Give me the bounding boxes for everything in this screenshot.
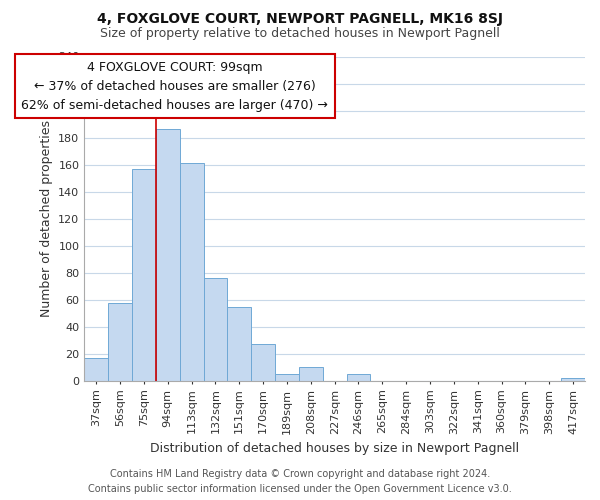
Bar — [275, 374, 299, 381]
Bar — [299, 368, 323, 381]
Bar — [156, 130, 179, 381]
X-axis label: Distribution of detached houses by size in Newport Pagnell: Distribution of detached houses by size … — [150, 442, 519, 455]
Text: Contains HM Land Registry data © Crown copyright and database right 2024.
Contai: Contains HM Land Registry data © Crown c… — [88, 468, 512, 493]
Text: Size of property relative to detached houses in Newport Pagnell: Size of property relative to detached ho… — [100, 28, 500, 40]
Y-axis label: Number of detached properties: Number of detached properties — [40, 120, 53, 317]
Bar — [251, 344, 275, 381]
Text: 4 FOXGLOVE COURT: 99sqm
← 37% of detached houses are smaller (276)
62% of semi-d: 4 FOXGLOVE COURT: 99sqm ← 37% of detache… — [22, 60, 328, 112]
Bar — [561, 378, 585, 381]
Bar — [227, 306, 251, 381]
Bar — [108, 302, 132, 381]
Bar — [203, 278, 227, 381]
Text: 4, FOXGLOVE COURT, NEWPORT PAGNELL, MK16 8SJ: 4, FOXGLOVE COURT, NEWPORT PAGNELL, MK16… — [97, 12, 503, 26]
Bar — [84, 358, 108, 381]
Bar — [347, 374, 370, 381]
Bar — [179, 164, 203, 381]
Bar — [132, 168, 156, 381]
